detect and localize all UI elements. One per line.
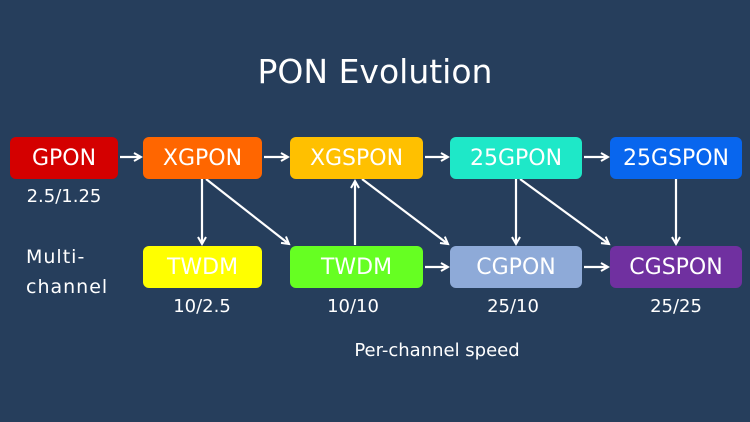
- row-label-line1: Multi-: [26, 246, 86, 268]
- node-xgpon: XGPON: [143, 137, 262, 179]
- node-label: TWDM: [166, 254, 239, 280]
- speed-cgspon: 25/25: [650, 296, 702, 317]
- node-label: TWDM: [320, 254, 393, 280]
- row-label-line2: channel: [26, 276, 109, 298]
- footer-caption: Per-channel speed: [354, 340, 520, 361]
- page-title: PON Evolution: [257, 52, 493, 91]
- speed-twdm-1: 10/2.5: [173, 296, 231, 317]
- speed-twdm-2: 10/10: [327, 296, 379, 317]
- node-25gspon: 25GSPON: [610, 137, 742, 179]
- node-25gpon: 25GPON: [450, 137, 582, 179]
- row-label-multichannel: Multi- channel: [26, 242, 108, 302]
- node-cgspon: CGSPON: [610, 246, 742, 288]
- node-label: CGSPON: [629, 254, 723, 280]
- node-twdm-1: TWDM: [143, 246, 262, 288]
- speed-gpon: 2.5/1.25: [26, 186, 102, 207]
- arrow-25gpon-cgspon: [519, 178, 609, 244]
- speed-cgpon: 25/10: [487, 296, 539, 317]
- node-xgspon: XGSPON: [290, 137, 423, 179]
- node-label: 25GSPON: [622, 145, 730, 171]
- node-label: CGPON: [476, 254, 556, 280]
- node-label: XGSPON: [309, 145, 404, 171]
- arrow-xgspon-cgpon: [361, 178, 448, 244]
- arrow-xgpon-twdm2: [205, 178, 289, 244]
- node-label: XGPON: [162, 145, 243, 171]
- node-twdm-2: TWDM: [290, 246, 423, 288]
- node-label: GPON: [31, 145, 97, 171]
- node-label: 25GPON: [469, 145, 563, 171]
- node-gpon: GPON: [10, 137, 118, 179]
- node-cgpon: CGPON: [450, 246, 582, 288]
